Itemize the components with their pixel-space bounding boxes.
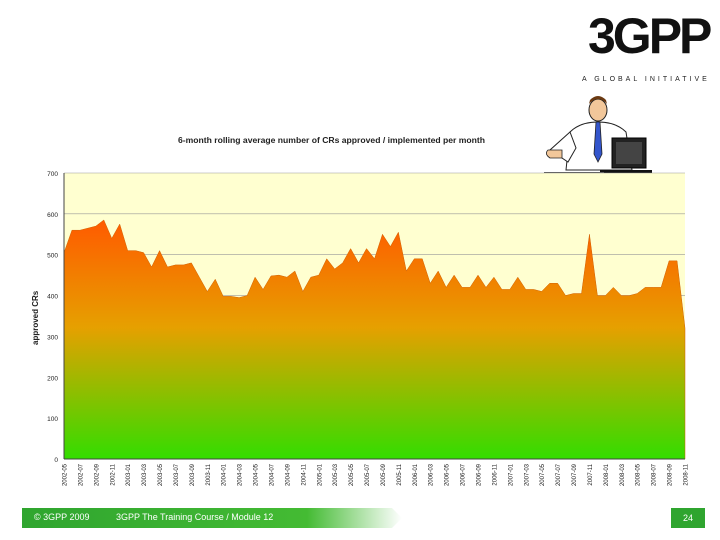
x-tick-label: 2007-09 [572,463,578,486]
x-tick-label: 2008-03 [620,463,626,486]
y-tick-labels: 0 100 200 300 400 500 600 700 [47,171,58,464]
y-tick-label: 500 [47,253,58,260]
footer-bar [22,508,402,528]
x-tick-label: 2004-09 [285,463,291,486]
x-tick-label: 2003-11 [206,463,212,485]
y-tick-label: 600 [47,212,58,219]
x-tick-label: 2004-03 [238,463,244,486]
chart-title: 6-month rolling average number of CRs ap… [178,135,486,145]
data-area [63,219,686,460]
x-tick-label: 2007-01 [508,463,514,486]
x-tick-label: 2007-11 [588,463,594,485]
x-tick-label: 2002-11 [110,463,116,485]
y-axis-label: approved CRs [31,290,40,345]
x-tick-label: 2002-05 [63,463,69,486]
logo-tagline: A GLOBAL INITIATIVE [582,76,710,83]
x-tick-label: 2005-09 [381,463,387,486]
x-tick-label: 2005-11 [397,463,403,485]
footer-copyright: © 3GPP 2009 [34,512,90,522]
x-tick-label: 2008-07 [652,463,658,486]
y-tick-label: 700 [47,171,58,178]
x-tick-label: 2008-11 [684,463,690,485]
x-tick-label: 2006-11 [492,463,498,485]
y-tick-label: 300 [47,334,58,341]
x-tick-label: 2005-07 [365,463,371,486]
x-tick-label: 2003-09 [190,463,196,486]
logo-mark: 3GPP [588,8,712,64]
x-tick-label: 2006-09 [477,463,483,486]
footer-course: 3GPP The Training Course / Module 12 [116,512,274,522]
x-tick-label: 2005-05 [349,463,355,486]
office-worker-clipart [544,96,652,180]
x-tick-label: 2006-01 [413,463,419,486]
x-tick-label: 2004-11 [301,463,307,485]
x-tick-label: 2007-05 [540,463,546,486]
y-tick-label: 400 [47,294,58,301]
x-tick-label: 2003-03 [142,463,148,486]
x-tick-labels: 2002-05 2002-07 2002-09 2002-11 2003-01 2003-… [63,463,690,486]
x-tick-label: 2003-01 [126,463,132,486]
x-tick-label: 2006-03 [429,463,435,486]
x-tick-label: 2005-03 [333,463,339,486]
x-tick-label: 2004-07 [270,463,276,486]
x-tick-label: 2006-07 [461,463,467,486]
x-tick-label: 2006-05 [445,463,451,486]
x-tick-label: 2007-03 [524,463,530,486]
y-tick-label: 100 [47,416,58,423]
x-tick-label: 2008-05 [636,463,642,486]
x-tick-label: 2008-01 [604,463,610,486]
x-tick-label: 2007-07 [556,463,562,486]
page-number: 24 [671,508,705,528]
x-tick-label: 2005-01 [317,463,323,486]
x-tick-label: 2002-07 [78,463,84,486]
x-tick-label: 2004-05 [254,463,260,486]
3gpp-logo: 3GPP A GLOBAL INITIATIVE [578,8,712,90]
y-tick-label: 200 [47,375,58,382]
x-tick-label: 2003-07 [174,463,180,486]
y-tick-label: 0 [54,457,58,464]
x-tick-label: 2008-09 [668,463,674,486]
x-tick-label: 2004-01 [222,463,228,486]
x-tick-label: 2002-09 [94,463,100,486]
x-tick-label: 2003-05 [158,463,164,486]
